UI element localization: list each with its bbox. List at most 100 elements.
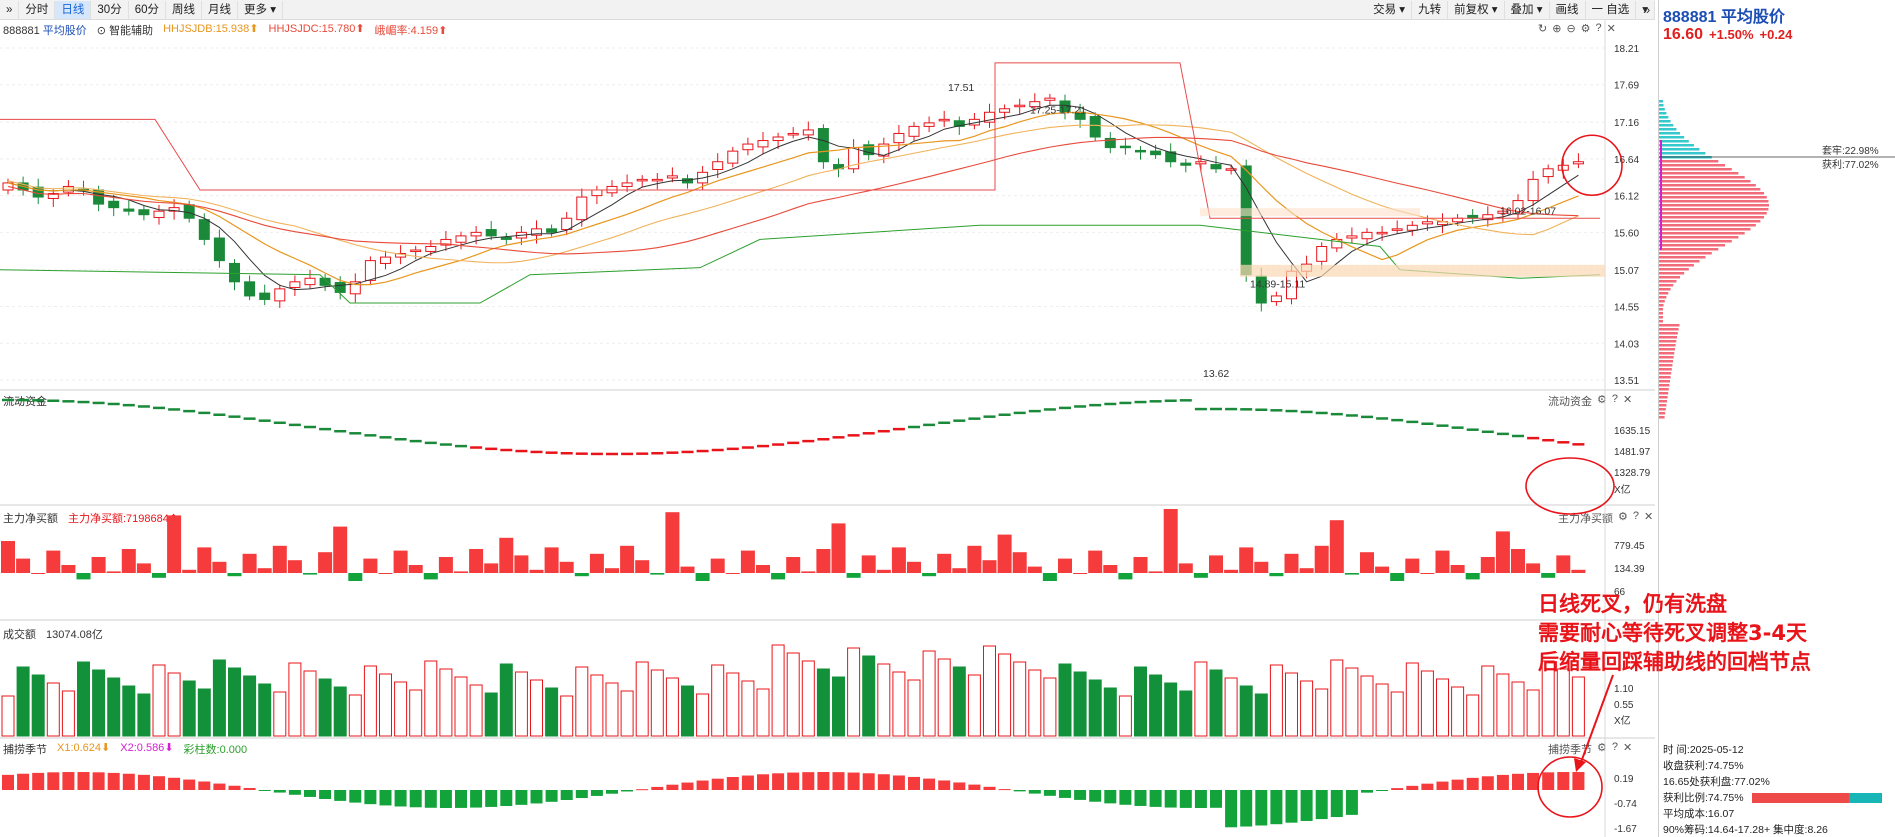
volume-bar <box>620 690 634 737</box>
season-bar <box>1225 790 1238 828</box>
netbuy-bar <box>91 557 106 573</box>
candle-body <box>425 245 437 252</box>
netbuy-bar <box>1163 509 1178 573</box>
season-bar <box>1466 777 1479 790</box>
expand-icon[interactable]: » <box>0 0 20 19</box>
candle-body <box>1346 235 1358 239</box>
volume-bar <box>1179 690 1193 737</box>
volume-bar <box>847 647 861 737</box>
tab-monthly[interactable]: 月线 <box>202 0 238 19</box>
band-zone <box>1200 208 1420 217</box>
season-bar <box>228 785 241 790</box>
volume-bar <box>1330 659 1344 737</box>
netbuy-bar <box>1 541 15 573</box>
season-bar <box>213 783 226 790</box>
netbuy-bar <box>1299 568 1314 573</box>
draw-line-button[interactable]: 画线 <box>1550 1 1586 19</box>
netbuy-bar <box>106 571 121 573</box>
season-bar <box>832 772 845 790</box>
volume-tick-label: 1.10 <box>1614 684 1634 695</box>
support-zone <box>1240 264 1605 277</box>
dropdown-chevron-icon[interactable]: ▾ <box>1636 1 1655 19</box>
season-bar <box>1421 783 1434 790</box>
season-bar <box>1074 790 1087 800</box>
netbuy-bar <box>499 537 514 573</box>
gear-icon[interactable]: ⚙ <box>1618 511 1628 523</box>
candle-body <box>153 210 165 219</box>
collapse-arrow-icon[interactable]: » <box>1643 2 1651 17</box>
trade-button[interactable]: 交易 ▾ <box>1367 1 1413 19</box>
chart-canvas[interactable]: 18.21 17.69 17.16 16.64 16.12 15.60 15.07 14.55… <box>0 20 1655 837</box>
tab-weekly[interactable]: 周线 <box>166 0 202 19</box>
netbuy-bar <box>1314 545 1329 573</box>
volume-bar <box>514 671 528 737</box>
volume-bar <box>1451 686 1465 737</box>
close-icon[interactable]: ✕ <box>1623 742 1633 754</box>
season-x1: X1:0.624⬇ <box>57 742 111 754</box>
volume-bar <box>1134 666 1147 737</box>
netbuy-bar <box>393 550 408 573</box>
adjust-button[interactable]: 前复权 ▾ <box>1448 1 1505 19</box>
chip-row <box>1659 412 1666 415</box>
candle-body <box>1135 149 1146 153</box>
candle-body <box>546 228 558 233</box>
help-icon[interactable]: ? <box>1632 510 1639 522</box>
chip-row <box>1659 132 1681 135</box>
netbuy-bar <box>1103 565 1118 573</box>
watchlist-button[interactable]: 一 自选 <box>1586 1 1637 19</box>
season-bar <box>394 790 407 807</box>
help-icon[interactable]: ? <box>1611 741 1618 753</box>
volume-legend: 成交额 13074.08亿 <box>3 626 103 642</box>
close-icon[interactable]: ✕ <box>1623 394 1633 406</box>
volume-bar <box>1390 691 1404 737</box>
tab-30min[interactable]: 30分 <box>91 0 129 19</box>
season-bar <box>47 772 60 790</box>
chip-row <box>1659 172 1739 175</box>
candle-body <box>1014 104 1026 108</box>
label-band-c: 16.02-16.07 <box>1500 206 1556 218</box>
tab-intraday[interactable]: 分时 <box>19 0 56 19</box>
netbuy-bar <box>816 549 831 573</box>
chip-row <box>1659 188 1761 191</box>
minus-icon[interactable]: ⊖ <box>1566 23 1576 35</box>
help-icon[interactable]: ? <box>1595 22 1602 34</box>
resistance-line <box>0 62 1600 219</box>
tab-60min[interactable]: 60分 <box>129 0 166 19</box>
close-icon[interactable]: ✕ <box>1606 23 1616 35</box>
candle-body <box>863 144 875 156</box>
gear-icon[interactable]: ⚙ <box>1580 23 1591 35</box>
candle-body <box>168 207 180 212</box>
tab-daily[interactable]: 日线 <box>55 0 92 19</box>
gear-icon[interactable]: ⚙ <box>1597 394 1607 406</box>
tab-more[interactable]: 更多 ▾ <box>238 0 283 19</box>
refresh-icon[interactable]: ↻ <box>1538 23 1548 35</box>
price-tick-label: 16.12 <box>1614 192 1639 203</box>
price-tick-label: 14.55 <box>1614 303 1639 314</box>
netbuy-title: 主力净买额 <box>3 513 58 525</box>
add-icon[interactable]: ⊕ <box>1552 23 1562 35</box>
season-highlight-circle <box>1537 756 1603 818</box>
candle-body <box>500 236 512 240</box>
nine-turn-button[interactable]: 九转 <box>1412 1 1449 19</box>
chip-row <box>1659 380 1671 383</box>
candle-body <box>999 108 1011 113</box>
season-bar <box>1436 781 1449 790</box>
volume-bar <box>635 661 649 737</box>
gear-icon[interactable]: ⚙ <box>1597 742 1607 754</box>
volume-bar <box>1420 670 1434 737</box>
netbuy-bar <box>1254 561 1269 573</box>
overlay-button[interactable]: 叠加 ▾ <box>1505 1 1550 19</box>
candle-body <box>349 281 361 295</box>
chip-row <box>1659 244 1726 247</box>
close-icon[interactable]: ✕ <box>1644 511 1654 523</box>
chip-row <box>1659 228 1751 231</box>
season-bar <box>862 773 875 790</box>
netbuy-bar <box>16 558 31 573</box>
netbuy-bar <box>1193 573 1208 578</box>
candle-body <box>1270 295 1282 303</box>
legend-assist[interactable]: ⊙ 智能辅助 <box>96 25 154 37</box>
season-bar <box>515 790 528 805</box>
chip-row <box>1659 268 1689 271</box>
help-icon[interactable]: ? <box>1611 393 1618 405</box>
netbuy-bar <box>922 573 937 577</box>
